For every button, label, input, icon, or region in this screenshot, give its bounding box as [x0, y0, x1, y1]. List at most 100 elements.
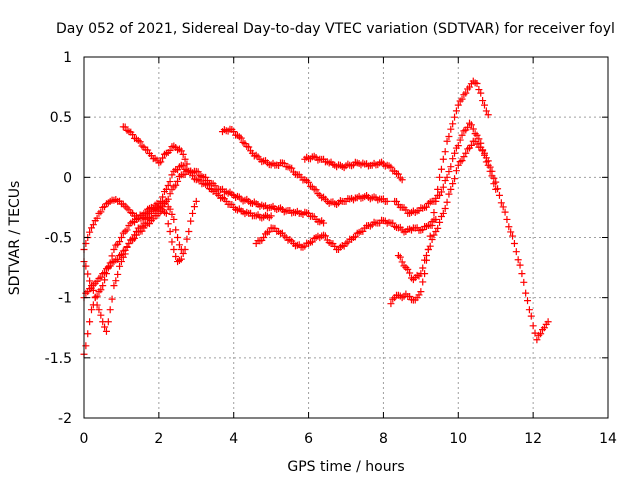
series-track-11	[394, 137, 500, 284]
data-point	[452, 107, 460, 115]
data-point	[117, 234, 125, 241]
data-point	[422, 251, 430, 259]
x-axis: 0 2 4 6 8 10 12 14	[80, 57, 617, 447]
data-point	[93, 301, 101, 309]
data-point	[179, 150, 187, 158]
data-point	[419, 264, 427, 272]
series-track-4	[218, 125, 391, 209]
data-point	[116, 262, 124, 270]
data-point	[520, 278, 528, 286]
data-point	[443, 173, 451, 181]
data-point	[449, 180, 457, 188]
series-track-6	[80, 161, 275, 358]
data-point	[172, 181, 180, 189]
data-point	[451, 113, 459, 121]
data-point	[114, 270, 122, 278]
data-point	[192, 197, 200, 205]
data-point	[117, 258, 125, 266]
data-point	[321, 232, 329, 240]
y-tick-label: -1	[58, 291, 72, 307]
data-point	[518, 270, 526, 278]
data-point	[320, 219, 328, 227]
data-point	[168, 238, 176, 246]
data-point	[473, 131, 481, 139]
data-point	[146, 213, 153, 221]
data-point	[439, 183, 447, 191]
data-point	[522, 289, 530, 297]
data-point	[525, 306, 533, 314]
data-point	[421, 256, 429, 264]
x-tick-label: 12	[524, 431, 542, 447]
data-point	[89, 221, 97, 229]
data-point	[469, 125, 477, 133]
data-point	[422, 203, 430, 211]
x-tick-label: 2	[154, 431, 163, 447]
data-point	[104, 263, 112, 271]
data-point	[166, 190, 174, 198]
data-point	[516, 261, 524, 269]
data-point	[177, 147, 185, 155]
data-point	[106, 259, 114, 267]
data-point	[104, 318, 112, 326]
data-point	[106, 306, 114, 314]
data-point	[527, 312, 535, 320]
data-point	[449, 120, 457, 128]
data-point	[417, 270, 425, 278]
data-point	[101, 323, 109, 331]
data-point	[123, 243, 131, 251]
data-point	[179, 162, 187, 170]
data-point	[501, 208, 509, 216]
data-point	[475, 135, 483, 143]
data-point	[108, 295, 116, 303]
data-point	[129, 131, 137, 139]
data-point	[288, 164, 296, 172]
data-point	[93, 214, 101, 222]
data-point	[537, 330, 545, 338]
x-tick-label: 6	[304, 431, 313, 447]
data-point	[451, 175, 459, 183]
data-point	[417, 288, 425, 296]
data-point	[387, 163, 395, 171]
data-point	[394, 170, 402, 178]
series-track-5	[301, 152, 406, 184]
data-point	[445, 133, 453, 141]
data-point	[172, 253, 180, 261]
data-point	[168, 171, 176, 179]
data-point	[97, 311, 105, 319]
data-point	[177, 255, 185, 263]
data-point	[406, 269, 414, 277]
x-tick-label: 14	[599, 431, 617, 447]
data-point	[183, 160, 191, 168]
data-point	[454, 142, 462, 150]
data-point	[486, 167, 494, 175]
data-point	[441, 148, 449, 156]
data-point	[497, 199, 505, 207]
y-tick-label: -1.5	[45, 351, 72, 367]
data-point	[164, 181, 172, 189]
data-point	[434, 224, 442, 232]
data-point	[503, 215, 511, 223]
data-point	[174, 234, 182, 241]
data-point	[458, 131, 466, 139]
y-tick-label: 1	[63, 50, 72, 66]
data-point	[464, 123, 472, 131]
data-point	[177, 246, 185, 254]
data-point	[462, 89, 470, 97]
data-point	[305, 178, 313, 186]
data-point	[441, 204, 449, 212]
data-point	[82, 240, 90, 248]
data-point	[140, 219, 148, 227]
data-point	[99, 282, 107, 290]
data-point	[439, 209, 447, 217]
data-point	[185, 227, 193, 235]
data-point	[170, 215, 178, 223]
data-point	[189, 209, 197, 217]
data-point	[426, 242, 434, 250]
data-point	[162, 185, 170, 193]
data-point	[458, 157, 466, 165]
data-point	[531, 329, 539, 337]
data-point	[312, 186, 320, 194]
series-track-7	[80, 197, 185, 335]
data-point	[159, 193, 167, 201]
